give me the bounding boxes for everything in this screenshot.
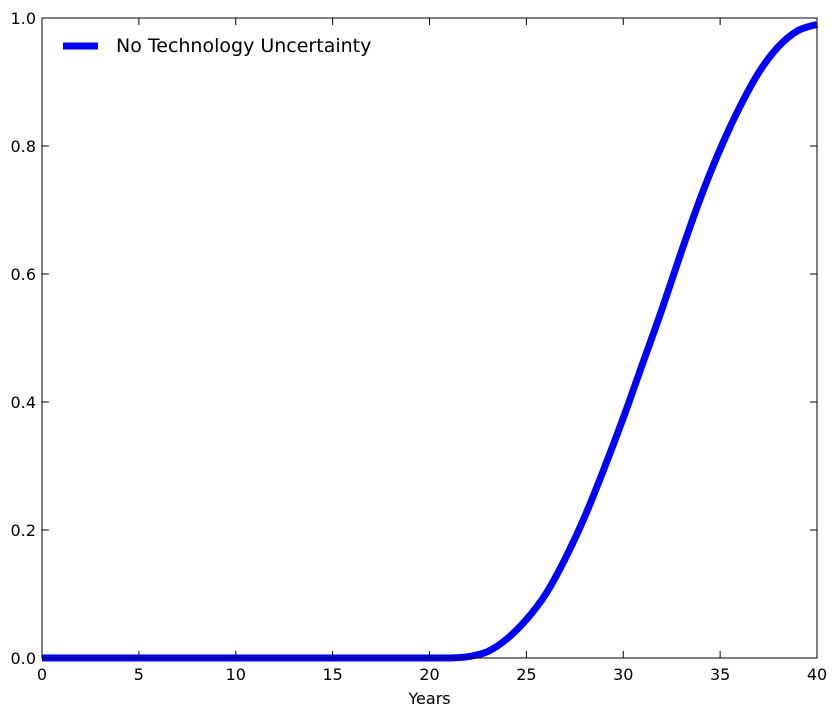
- x-tick-label: 15: [322, 665, 342, 684]
- x-tick-label: 30: [613, 665, 633, 684]
- legend-label: No Technology Uncertainty: [116, 35, 371, 57]
- y-tick-label: 1.0: [11, 9, 36, 28]
- y-tick-label: 0.2: [11, 521, 36, 540]
- y-tick-label: 0.4: [11, 393, 36, 412]
- series-layer: [42, 21, 819, 662]
- series-line-0: [42, 21, 819, 662]
- y-tick-label: 0.6: [11, 265, 36, 284]
- x-tick-label: 35: [710, 665, 730, 684]
- y-tick-label: 0.0: [11, 649, 36, 668]
- x-tick-label: 5: [134, 665, 144, 684]
- x-axis-title: Years: [407, 689, 450, 708]
- x-tick-label: 40: [807, 665, 827, 684]
- ticks-layer: 0 5 10 15 20 25 30 35 40 0.0 0.2 0.4 0.6 0.8 1.0: [11, 9, 828, 684]
- x-tick-label: 25: [516, 665, 536, 684]
- x-tick-label: 0: [37, 665, 47, 684]
- x-tick-label: 10: [226, 665, 246, 684]
- legend: No Technology Uncertainty: [63, 35, 371, 57]
- y-tick-label: 0.8: [11, 137, 36, 156]
- x-tick-label: 20: [419, 665, 439, 684]
- axes-frame: [41, 17, 818, 659]
